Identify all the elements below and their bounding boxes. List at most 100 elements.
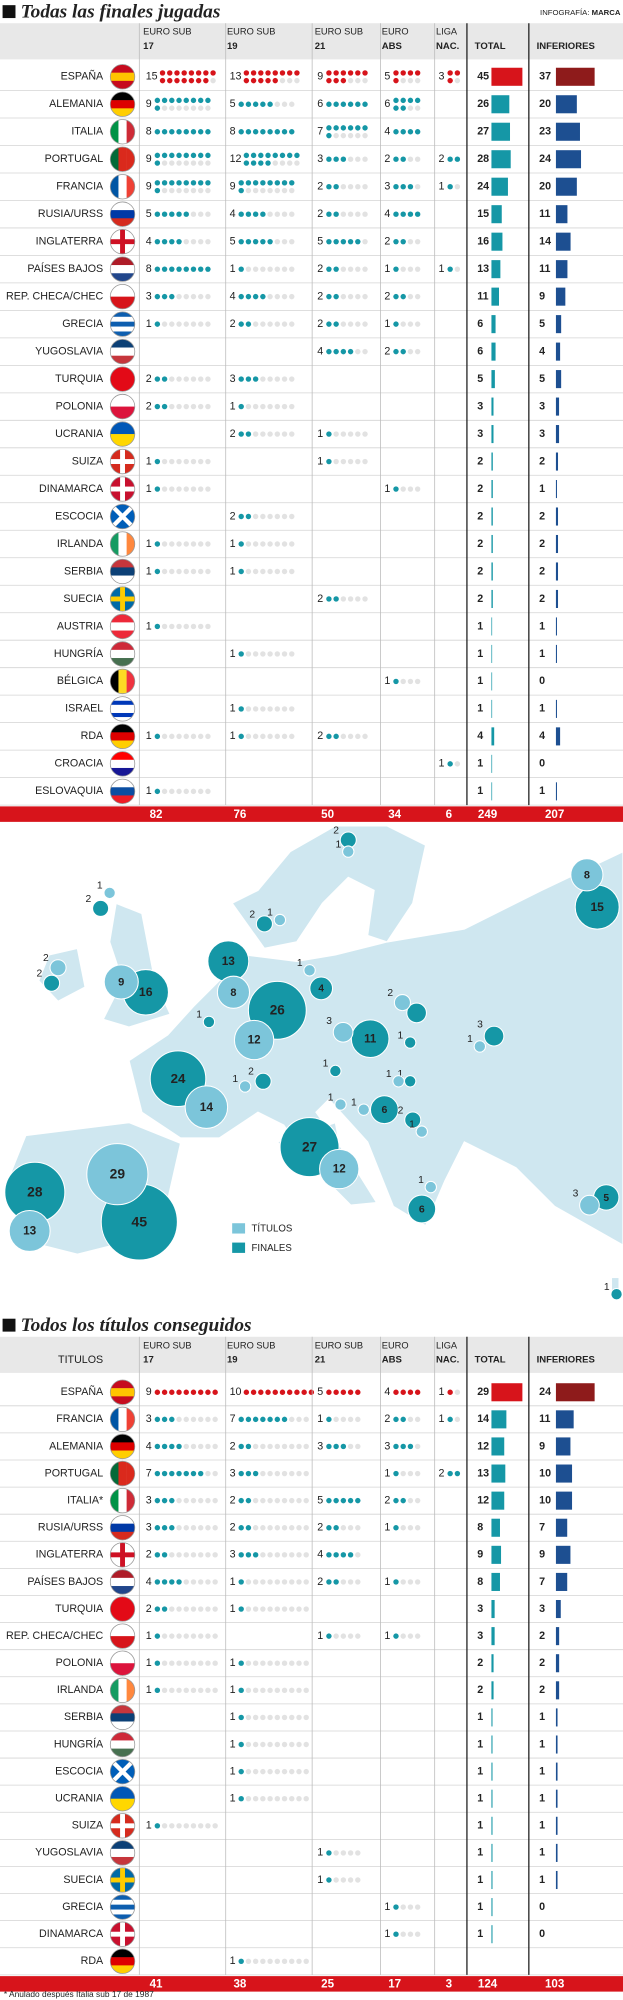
- bubble: [350, 1019, 390, 1059]
- total-value: 1: [477, 1874, 483, 1886]
- total-value: 1: [477, 675, 483, 687]
- inferiores-bar: [555, 177, 577, 196]
- dot: [167, 70, 173, 76]
- dot: [197, 376, 204, 382]
- total-bar: [491, 1843, 493, 1862]
- dot: [252, 321, 259, 327]
- inferiores-value: 7: [539, 1576, 545, 1588]
- dot-group: [154, 458, 211, 465]
- cell-value: 8: [146, 126, 152, 138]
- dot: [281, 129, 288, 135]
- dot: [400, 183, 406, 190]
- dot: [245, 541, 252, 547]
- total-bar: [491, 480, 493, 499]
- dot: [176, 733, 182, 740]
- dot: [169, 1687, 175, 1694]
- bubble-label: 16: [139, 985, 153, 999]
- dot: [303, 1525, 309, 1531]
- flag: [110, 64, 135, 90]
- flag-stripe: [110, 406, 135, 419]
- dot: [355, 132, 361, 139]
- flag-stripe: [110, 1396, 135, 1405]
- dot: [340, 458, 347, 465]
- inferiores-value: 1: [539, 1793, 545, 1805]
- dot: [243, 70, 250, 76]
- dot: [393, 293, 399, 300]
- dot-group: [154, 376, 211, 382]
- dot: [393, 97, 399, 104]
- dot: [267, 266, 273, 272]
- flag-stripe: [126, 1678, 135, 1703]
- flag: [110, 1732, 135, 1757]
- dot: [197, 293, 204, 300]
- dot: [176, 1633, 182, 1639]
- flag-stripe: [110, 331, 135, 337]
- dot: [169, 1660, 175, 1666]
- dot: [238, 1579, 244, 1585]
- dot: [169, 1416, 175, 1423]
- dot: [355, 1877, 361, 1883]
- country-name: SUECIA: [63, 593, 104, 605]
- dot: [238, 1606, 244, 1612]
- dot: [274, 211, 281, 217]
- column-total: 6: [446, 808, 453, 821]
- flag: [110, 1650, 135, 1676]
- total-value: 6: [477, 318, 483, 330]
- dot: [205, 1525, 211, 1531]
- dot: [252, 513, 259, 520]
- dot: [154, 97, 161, 104]
- dot-group: [154, 321, 211, 327]
- cell-value: 4: [317, 1549, 323, 1561]
- dot-group: [393, 238, 421, 245]
- dot: [161, 1470, 168, 1477]
- dot: [362, 266, 368, 272]
- flag-stripe: [110, 614, 135, 623]
- total-value: 1: [477, 1711, 483, 1723]
- dot: [274, 1443, 281, 1450]
- inferiores-value: 9: [539, 1549, 545, 1561]
- dot: [362, 596, 368, 602]
- cell-value: 1: [146, 455, 152, 467]
- cell-value: 8: [230, 126, 236, 138]
- dot: [245, 1606, 252, 1612]
- country-name: ESCOCIA: [55, 1765, 104, 1777]
- total-bar: [491, 1681, 494, 1700]
- dot: [161, 293, 168, 300]
- country-name: UCRANIA: [55, 428, 104, 440]
- dot: [286, 70, 293, 76]
- country-name: HUNGRÍA: [54, 1737, 104, 1750]
- total-bar: [491, 177, 508, 196]
- dot: [289, 1579, 295, 1585]
- flag-stripe: [110, 100, 135, 109]
- dot: [238, 1687, 244, 1694]
- dot: [407, 97, 414, 104]
- dot: [252, 211, 259, 217]
- country-name: RUSIA/URSS: [38, 208, 103, 220]
- dot: [245, 1497, 252, 1504]
- country-name: POLONIA: [56, 1657, 104, 1669]
- dot: [252, 1796, 259, 1802]
- inferiores-bar: [555, 1572, 568, 1591]
- country-name: GRECIA: [62, 1901, 104, 1913]
- dot: [205, 97, 211, 104]
- dot: [267, 180, 273, 186]
- dot: [267, 1525, 273, 1531]
- flag-stripe: [110, 1650, 135, 1664]
- dot: [414, 321, 421, 327]
- dot: [414, 77, 421, 84]
- flag-stripe: [110, 273, 135, 282]
- dot: [289, 403, 295, 410]
- dot: [238, 541, 244, 547]
- dot: [245, 1552, 252, 1558]
- bubble-label: 15: [590, 900, 604, 914]
- bubble-label: 2: [43, 953, 49, 964]
- total-bar: [491, 1735, 493, 1754]
- dot: [414, 1389, 421, 1395]
- bubble: [610, 1287, 623, 1301]
- dot: [161, 105, 168, 111]
- dot: [205, 458, 211, 465]
- flag-cross: [120, 586, 125, 612]
- cell-value: 7: [146, 1467, 152, 1479]
- dot: [274, 1687, 281, 1694]
- dot: [281, 187, 288, 194]
